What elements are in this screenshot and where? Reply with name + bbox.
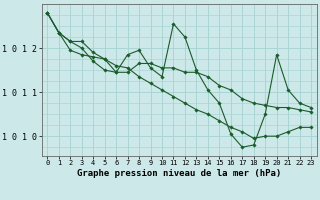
X-axis label: Graphe pression niveau de la mer (hPa): Graphe pression niveau de la mer (hPa)	[77, 169, 281, 178]
